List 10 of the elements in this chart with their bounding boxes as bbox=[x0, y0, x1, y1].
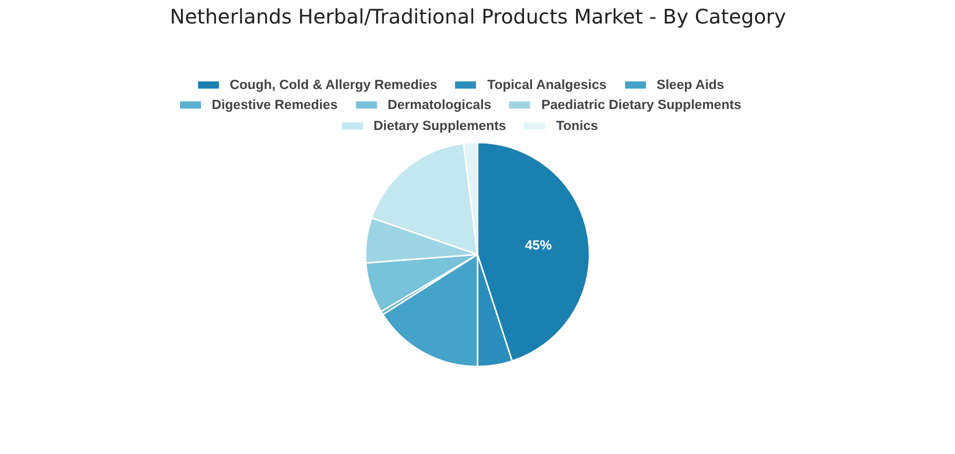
chart-title: Netherlands Herbal/Traditional Products Market - By Category bbox=[170, 4, 786, 28]
legend-label: Tonics bbox=[556, 118, 598, 133]
legend-label: Dermatologicals bbox=[388, 97, 492, 112]
legend-label: Topical Analgesics bbox=[487, 77, 607, 92]
legend-label: Digestive Remedies bbox=[212, 97, 338, 112]
legend-label: Dietary Supplements bbox=[374, 118, 506, 133]
data-label: 45% bbox=[525, 237, 552, 252]
legend-label: Sleep Aids bbox=[656, 77, 724, 92]
legend-label: Paediatric Dietary Supplements bbox=[541, 97, 742, 112]
legend-label: Cough, Cold & Allergy Remedies bbox=[230, 77, 438, 92]
